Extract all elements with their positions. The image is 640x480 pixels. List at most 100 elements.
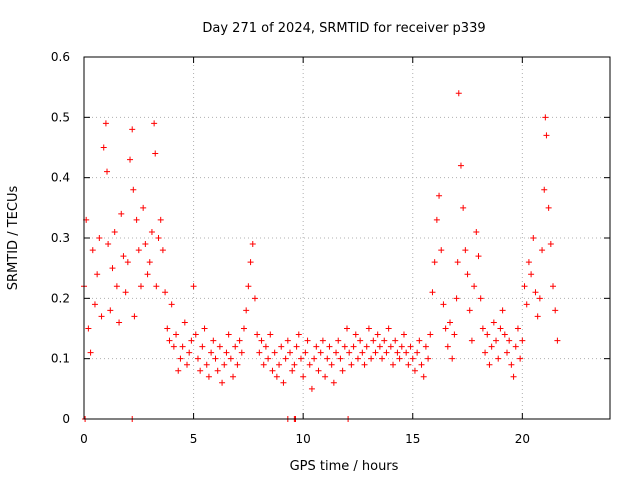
- data-point: [124, 259, 131, 266]
- data-point: [122, 289, 129, 296]
- data-point: [278, 343, 285, 350]
- x-tick-label: 0: [80, 432, 88, 446]
- data-point: [447, 319, 454, 326]
- data-point: [357, 337, 364, 344]
- data-point: [148, 228, 155, 235]
- data-point: [444, 343, 451, 350]
- x-tick-label: 5: [190, 432, 198, 446]
- y-tick-label: 0.1: [51, 352, 70, 366]
- data-point: [341, 343, 348, 350]
- data-point: [372, 349, 379, 356]
- data-point: [471, 283, 478, 290]
- data-point: [162, 289, 169, 296]
- data-point: [468, 337, 475, 344]
- data-point: [155, 235, 162, 241]
- x-tick-label: 20: [515, 432, 530, 446]
- data-point: [326, 343, 333, 350]
- data-point: [392, 337, 399, 344]
- data-point: [394, 349, 401, 356]
- data-point: [528, 271, 535, 278]
- data-point: [344, 325, 350, 332]
- data-point: [230, 373, 237, 380]
- data-point: [431, 259, 438, 266]
- data-point: [212, 355, 219, 362]
- data-point: [542, 114, 549, 121]
- data-point: [497, 325, 504, 332]
- data-point: [455, 90, 462, 97]
- data-point: [282, 355, 289, 362]
- data-point: [319, 337, 326, 344]
- chart-title: Day 271 of 2024, SRMTID for receiver p33…: [202, 21, 485, 36]
- data-point: [400, 331, 407, 338]
- data-point: [232, 343, 239, 350]
- data-point: [337, 355, 344, 362]
- data-point: [94, 271, 101, 278]
- data-point: [201, 325, 208, 332]
- data-point: [104, 168, 111, 175]
- data-point: [188, 337, 195, 344]
- data-point: [479, 325, 486, 332]
- data-point: [508, 361, 515, 368]
- data-point: [249, 241, 256, 248]
- data-point: [192, 331, 199, 338]
- data-point: [129, 126, 136, 133]
- data-point: [322, 373, 329, 380]
- data-point: [429, 289, 436, 296]
- data-point: [442, 325, 449, 332]
- data-point: [214, 367, 221, 374]
- data-point: [407, 343, 414, 350]
- data-point: [387, 343, 394, 350]
- data-point: [328, 361, 335, 368]
- data-point: [271, 349, 278, 356]
- data-point: [315, 367, 322, 374]
- data-point: [396, 355, 403, 362]
- data-point: [208, 349, 215, 356]
- data-point: [190, 283, 197, 290]
- data-point: [477, 295, 484, 302]
- data-point: [295, 331, 302, 338]
- data-point: [179, 343, 186, 350]
- data-point: [98, 313, 105, 320]
- x-tick-label: 10: [296, 432, 311, 446]
- data-point: [199, 343, 206, 350]
- data-point: [184, 361, 191, 368]
- data-point: [454, 259, 461, 266]
- data-point: [365, 325, 372, 332]
- data-point: [159, 247, 166, 254]
- data-point: [216, 343, 223, 350]
- data-point: [181, 319, 188, 326]
- data-point: [267, 331, 274, 338]
- data-point: [425, 355, 432, 362]
- data-point: [133, 216, 140, 223]
- data-point: [140, 204, 147, 211]
- data-point: [547, 241, 554, 248]
- data-point: [519, 337, 526, 344]
- data-point: [175, 367, 182, 374]
- data-point: [379, 355, 386, 362]
- data-point: [493, 337, 500, 344]
- data-point: [186, 349, 193, 356]
- data-point: [539, 247, 546, 254]
- data-point: [87, 349, 94, 356]
- y-tick-label: 0.4: [51, 171, 70, 185]
- y-tick-label: 0.3: [51, 231, 70, 245]
- data-point: [203, 361, 210, 368]
- data-point: [517, 355, 524, 362]
- data-point: [243, 307, 250, 314]
- data-point: [466, 307, 473, 314]
- data-point: [293, 343, 300, 350]
- data-point: [462, 247, 469, 254]
- data-point: [227, 355, 234, 362]
- data-point: [550, 283, 557, 290]
- x-axis-label: GPS time / hours: [290, 459, 399, 474]
- data-point: [146, 259, 153, 266]
- data-point: [157, 216, 164, 223]
- data-point: [105, 241, 112, 248]
- data-point: [359, 349, 366, 356]
- data-point: [488, 343, 495, 350]
- data-point: [490, 319, 497, 326]
- data-point: [333, 349, 340, 356]
- data-point: [102, 120, 109, 127]
- data-point: [197, 367, 204, 374]
